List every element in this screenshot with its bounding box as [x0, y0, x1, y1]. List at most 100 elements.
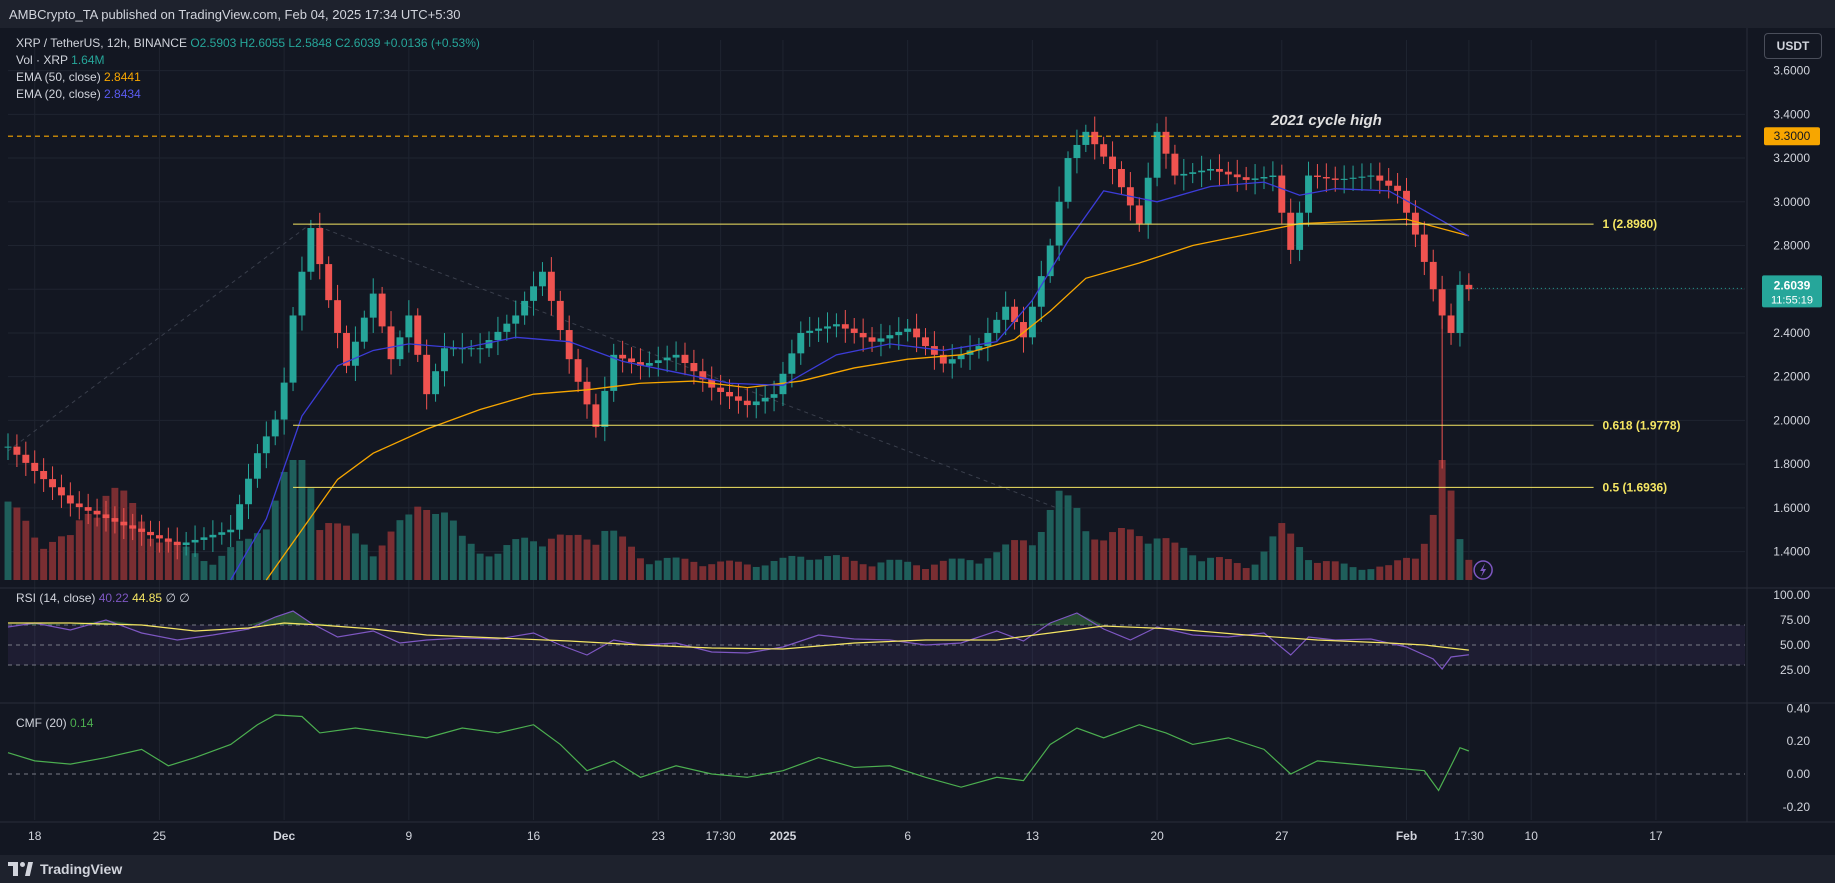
candle-body: [343, 332, 350, 366]
volume-bar: [13, 507, 21, 580]
candle-body: [218, 532, 226, 535]
volume-bar: [1207, 557, 1214, 580]
rsi-tick-label: 100.00: [1773, 588, 1810, 602]
volume-bar: [1322, 561, 1330, 580]
candle-body: [583, 381, 591, 405]
candle-body: [1020, 322, 1027, 338]
volume-bar: [22, 520, 30, 580]
volume-bar: [1438, 460, 1446, 580]
volume-bar: [592, 544, 600, 580]
volume-bar: [975, 563, 983, 580]
volume-bar: [904, 561, 912, 580]
cmf-label[interactable]: CMF (20): [16, 716, 67, 730]
volume-bar: [547, 538, 555, 580]
candle-body: [1331, 178, 1339, 180]
last-price-label: 2.6039: [1774, 278, 1811, 292]
volume-bar: [75, 520, 83, 580]
candle-body: [1349, 177, 1357, 179]
volume-bar: [699, 566, 707, 580]
candle-body: [191, 539, 199, 543]
candle-body: [948, 359, 956, 364]
ema50-value: 2.8441: [104, 70, 141, 84]
volume-bar: [601, 530, 609, 580]
rsi-label[interactable]: RSI (14, close): [16, 591, 96, 605]
candle-body: [1118, 168, 1125, 188]
candle-body: [993, 319, 1001, 333]
candle-body: [1224, 171, 1232, 175]
volume-bar: [307, 488, 315, 580]
candle-body: [40, 471, 48, 480]
tradingview-logo[interactable]: TradingView: [8, 861, 122, 877]
chart-canvas[interactable]: 3.60003.40003.20003.00002.80002.60002.40…: [0, 28, 1835, 855]
rsi-extra: ∅ ∅: [165, 591, 190, 605]
candle-body: [1171, 153, 1179, 176]
candle-body: [1456, 284, 1464, 333]
volume-bar: [984, 558, 992, 580]
volume-bar: [343, 525, 350, 580]
candle-body: [1064, 158, 1072, 202]
volume-bar: [770, 560, 778, 580]
volume-bar: [1287, 533, 1295, 580]
ema50-line: [265, 218, 1470, 581]
volume-bar: [628, 546, 635, 580]
fib-level-label: 0.5 (1.6936): [1602, 480, 1667, 494]
time-tick-label: 20: [1150, 829, 1164, 843]
time-tick-label: 17:30: [1454, 829, 1484, 843]
volume-bar: [200, 561, 208, 580]
candle-body: [832, 324, 840, 327]
candle-body: [4, 446, 12, 448]
symbol-label[interactable]: XRP / TetherUS, 12h, BINANCE: [16, 36, 187, 50]
volume-bar: [1242, 568, 1250, 580]
candle-body: [939, 354, 947, 364]
volume-bar: [859, 564, 867, 580]
candle-body: [1251, 178, 1259, 180]
volume-bar: [654, 560, 662, 580]
volume-bar: [574, 534, 582, 580]
candle-body: [1403, 190, 1410, 213]
candle-body: [619, 354, 627, 359]
candle-body: [859, 332, 867, 338]
candle-body: [1233, 174, 1241, 178]
candle-body: [1313, 175, 1321, 178]
volume-bar: [494, 553, 502, 580]
price-tick-label: 3.4000: [1773, 107, 1810, 121]
candle-body: [645, 363, 653, 366]
cycle-high-annotation: 2021 cycle high: [1270, 112, 1382, 129]
candle-body: [129, 525, 137, 529]
volume-bar: [565, 535, 573, 580]
candle-body: [360, 317, 368, 342]
candle-body: [530, 286, 538, 301]
volume-bar: [1420, 543, 1428, 580]
candle-body: [904, 328, 912, 332]
candle-body: [262, 436, 270, 454]
volume-label[interactable]: Vol · XRP: [16, 53, 68, 67]
candle-body: [1207, 168, 1214, 171]
candle-body: [66, 495, 74, 504]
time-tick-label: 17:30: [706, 829, 736, 843]
candle-body: [681, 354, 689, 364]
candle-body: [325, 264, 333, 301]
candle-body: [574, 359, 582, 382]
trend-guide-line: [7, 223, 312, 452]
volume-bar: [138, 521, 146, 580]
volume-bar: [334, 523, 342, 580]
currency-button[interactable]: USDT: [1764, 33, 1822, 59]
price-tick-label: 3.0000: [1773, 195, 1810, 209]
volume-bar: [824, 556, 831, 580]
candle-body: [601, 390, 609, 427]
ema50-label[interactable]: EMA (50, close): [16, 70, 101, 84]
volume-bar: [1028, 545, 1036, 580]
candle-body: [717, 387, 725, 392]
candle-body: [494, 331, 502, 341]
volume-bar: [1367, 569, 1375, 580]
cmf-tick-label: 0.00: [1787, 767, 1811, 781]
candle-body: [298, 271, 306, 316]
volume-bar: [1296, 547, 1304, 580]
volume-bar: [485, 556, 493, 580]
volume-bar: [449, 520, 457, 580]
volume-bar: [1394, 560, 1402, 580]
ema20-label[interactable]: EMA (20, close): [16, 87, 101, 101]
volume-bar: [948, 558, 956, 580]
candle-body: [734, 396, 742, 401]
tradingview-brand: TradingView: [40, 861, 123, 877]
